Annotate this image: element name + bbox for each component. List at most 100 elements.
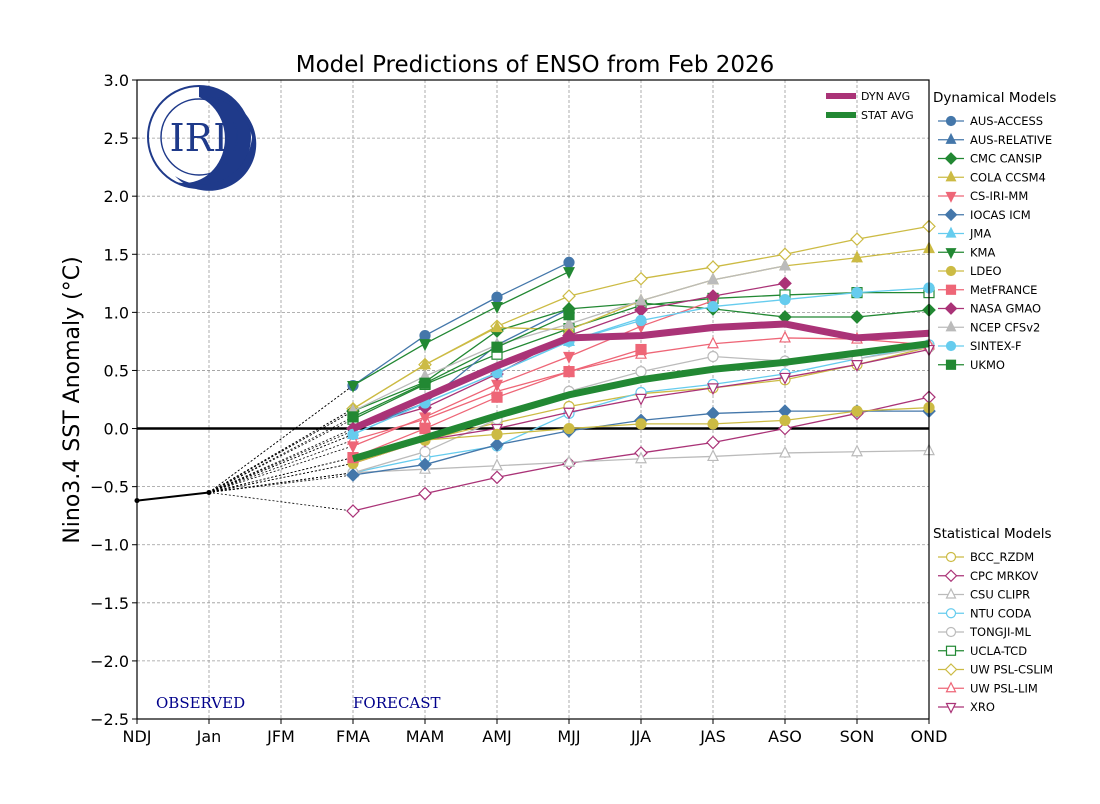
- connector-line: [208, 418, 354, 493]
- legend-label: UW PSL-LIM: [970, 681, 1038, 695]
- series-ntu-coda: [208, 339, 935, 493]
- data-point: [635, 343, 647, 356]
- legend-marker: [945, 645, 957, 656]
- data-point: [563, 309, 575, 321]
- x-tick-label: JAS: [699, 727, 726, 746]
- series-cs-iri-mm: [208, 296, 719, 493]
- data-point: [635, 418, 647, 430]
- data-point: [347, 441, 359, 454]
- legend: DYN AVG STAT AVG Dynamical Models AUS-ACCES…: [826, 90, 1056, 714]
- connector-line: [208, 457, 354, 493]
- x-tick-label: ASO: [768, 727, 802, 746]
- series-aus-access: [208, 256, 575, 493]
- y-tick-label: 0.0: [104, 420, 129, 439]
- legend-marker: [945, 248, 957, 260]
- data-point: [707, 272, 719, 285]
- data-point: [419, 377, 431, 389]
- data-point: [707, 383, 719, 396]
- data-point: [563, 366, 575, 378]
- legend-label: UKMO: [970, 358, 1005, 372]
- y-tick-label: −0.5: [90, 478, 129, 497]
- legend-marker: [945, 587, 957, 599]
- data-point: [418, 486, 432, 501]
- forecast-label: FORECAST: [353, 694, 441, 712]
- legend-label: BCC_RZDM: [970, 550, 1034, 564]
- legend-label: JMA: [969, 227, 991, 241]
- data-point: [419, 357, 431, 370]
- data-point: [706, 435, 720, 450]
- axes: NDJ Jan JFM FMA MAM AMJ MJJ JJA JAS ASO SON OND 3.0 2…: [90, 71, 947, 746]
- legend-marker: [945, 340, 957, 352]
- data-point: [418, 457, 432, 472]
- series-line: [352, 314, 570, 418]
- data-point: [707, 449, 719, 462]
- series-layer: [134, 219, 936, 518]
- data-point: [707, 418, 719, 430]
- legend-label: CMC CANSIP: [970, 152, 1042, 166]
- data-point: [563, 422, 575, 435]
- data-point: [779, 258, 791, 271]
- legend-label: KMA: [970, 245, 995, 259]
- observed-line: [136, 491, 210, 502]
- x-tick-label: OND: [911, 727, 948, 746]
- legend-marker: [944, 302, 958, 315]
- legend-label: COLA CCSM4: [970, 170, 1046, 184]
- data-point: [779, 414, 791, 427]
- series-ukmo: [208, 309, 575, 493]
- y-tick-label: 1.0: [104, 303, 129, 322]
- y-tick-label: −1.0: [90, 536, 129, 555]
- data-point: [779, 330, 791, 343]
- data-point: [563, 256, 575, 269]
- legend-label: AUS-RELATIVE: [970, 133, 1052, 147]
- y-tick-label: −1.5: [90, 594, 129, 613]
- legend-marker: [944, 208, 958, 222]
- data-point: [850, 310, 864, 324]
- legend-marker: [945, 359, 957, 370]
- y-tick-label: 0.5: [104, 361, 129, 380]
- x-tick-label: Jan: [196, 727, 222, 746]
- legend-label: UCLA-TCD: [970, 644, 1027, 658]
- data-point: [419, 339, 431, 352]
- y-tick-label: 2.5: [104, 129, 129, 148]
- observed-label: OBSERVED: [156, 694, 245, 712]
- legend-title: Dynamical Models: [933, 90, 1056, 106]
- data-point: [778, 421, 792, 436]
- data-point: [707, 300, 719, 313]
- data-point: [851, 287, 863, 299]
- connector-line: [208, 385, 354, 493]
- legend-label: TONGJI-ML: [969, 625, 1031, 639]
- data-point: [419, 422, 431, 435]
- data-point: [347, 411, 359, 423]
- connector-line: [208, 463, 354, 493]
- connector-line: [208, 492, 354, 512]
- data-point: [707, 336, 719, 349]
- data-point: [851, 360, 863, 372]
- data-point: [491, 301, 503, 314]
- y-tick-label: −2.0: [90, 652, 129, 671]
- avg-line-dyn-avg: [351, 320, 930, 432]
- data-point: [779, 293, 791, 306]
- x-tick-label: JFM: [266, 727, 295, 746]
- y-tick-label: 2.0: [104, 187, 129, 206]
- data-point: [635, 393, 647, 406]
- observed-point: [206, 489, 212, 495]
- legend-marker: [945, 132, 957, 144]
- data-point: [491, 291, 503, 303]
- data-point: [851, 405, 863, 417]
- x-tick-label: AMJ: [482, 727, 511, 746]
- data-point: [491, 341, 503, 353]
- data-point: [490, 470, 504, 485]
- connector-line: [208, 439, 354, 493]
- legend-marker: [945, 551, 957, 563]
- data-point: [635, 451, 647, 464]
- data-point: [491, 458, 503, 471]
- x-tick-label: NDJ: [122, 727, 151, 746]
- data-point: [491, 428, 503, 440]
- x-tick-label: FMA: [336, 727, 370, 746]
- legend-marker: [944, 569, 958, 583]
- chart-title: Model Predictions of ENSO from Feb 2026: [296, 52, 775, 78]
- legend-label: SINTEX-F: [970, 339, 1022, 353]
- data-point: [347, 428, 359, 440]
- connector-line: [208, 445, 354, 493]
- data-point: [778, 276, 792, 291]
